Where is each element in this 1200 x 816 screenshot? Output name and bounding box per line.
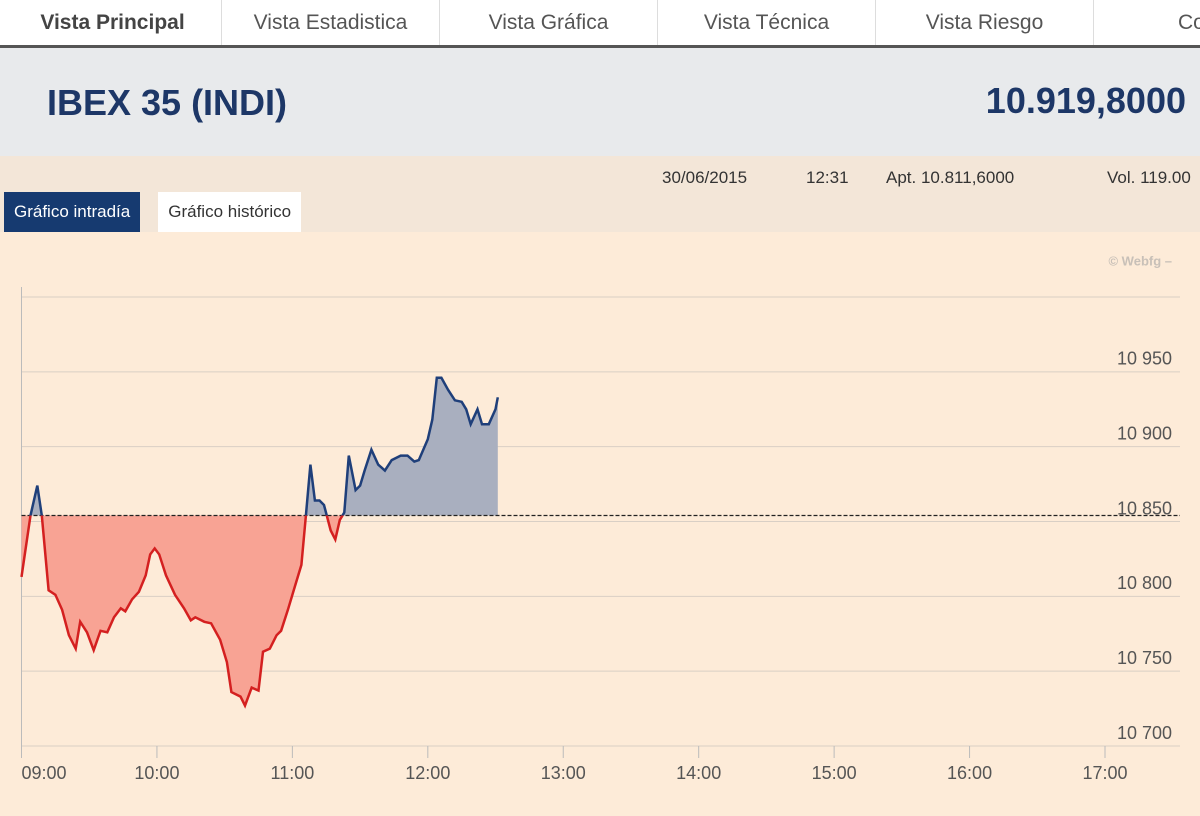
x-tick-label: 14:00	[676, 763, 721, 783]
y-tick-label: 10 900	[1117, 423, 1172, 443]
chart: © Webfg – 10 700 10 750 10 800 10 850 10 900…	[0, 232, 1200, 816]
nav-tab[interactable]: Vista Estadistica	[222, 0, 440, 45]
x-tick-label: 10:00	[134, 763, 179, 783]
x-tick-label: 15:00	[812, 763, 857, 783]
header: IBEX 35 (INDI) 10.919,8000	[0, 48, 1200, 156]
nav-tab[interactable]: Vista Técnica	[658, 0, 876, 45]
watermark: © Webfg –	[1108, 253, 1172, 268]
instrument-title: IBEX 35 (INDI)	[47, 82, 288, 123]
nav-tab[interactable]: Vista Gráfica	[440, 0, 658, 45]
volume: Vol. 119.00	[1107, 168, 1191, 187]
y-tick-label: 10 800	[1117, 573, 1172, 593]
y-tick-label: 10 850	[1117, 498, 1172, 518]
x-tick-label: 13:00	[541, 763, 586, 783]
y-tick-label: 10 750	[1117, 648, 1172, 668]
price: 10.919,8000	[985, 80, 1186, 121]
line-above	[29, 376, 500, 516]
nav-tab[interactable]: Cons	[1094, 0, 1200, 45]
chart-tab[interactable]: Gráfico intradía	[4, 192, 141, 232]
x-tick-label: 12:00	[405, 763, 450, 783]
nav-tab[interactable]: Vista Riesgo	[876, 0, 1094, 45]
line-below	[20, 515, 344, 709]
x-tick-label: 16:00	[947, 763, 992, 783]
nav-tab[interactable]: Vista Principal	[4, 0, 222, 45]
x-tick-label: 09:00	[22, 763, 67, 783]
x-tick-label: 11:00	[271, 763, 315, 783]
tab-bar: Vista Principal Vista Estadistica Vista Gr…	[0, 0, 1200, 48]
info-bar: 30/06/2015 12:31 Apt. 10.811,6000 Vol. 1…	[0, 160, 1200, 190]
open-price: Apt. 10.811,6000	[886, 168, 1015, 187]
y-tick-label: 10 950	[1117, 349, 1172, 369]
time: 12:31	[806, 168, 849, 187]
date: 30/06/2015	[662, 168, 748, 187]
chart-tab[interactable]: Gráfico histórico	[158, 192, 302, 232]
area-above	[21, 377, 498, 516]
y-tick-label: 10 700	[1117, 723, 1172, 743]
chart-tabs: Gráfico intradía Gráfico histórico	[4, 192, 319, 232]
x-tick-label: 17:00	[1082, 763, 1127, 783]
